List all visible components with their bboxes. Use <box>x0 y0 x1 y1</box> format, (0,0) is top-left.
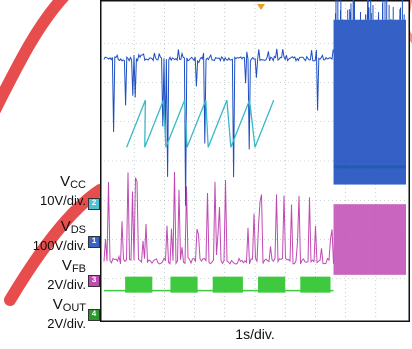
channel-scale: 100V/div. <box>32 238 86 253</box>
trigger-marker <box>257 4 266 10</box>
vds-burst <box>333 19 406 185</box>
channel-name: VCC <box>60 173 86 191</box>
channel-name: VOUT <box>52 296 86 314</box>
vfb-burst <box>333 204 406 275</box>
channel-name: VDS <box>60 218 86 236</box>
time-scale-label: 1s/div. <box>235 326 275 342</box>
channel-marker-2: 2 <box>88 198 100 210</box>
vout-burst <box>300 276 331 293</box>
vds-trace <box>103 48 334 206</box>
vout-burst <box>170 276 198 293</box>
channel-label-out: VOUT 2V/div. <box>47 297 86 331</box>
channel-scale: 2V/div. <box>47 316 86 331</box>
channel-label-ds: VDS 100V/div. <box>33 219 86 253</box>
channel-label-fb: VFB 2V/div. <box>47 258 86 292</box>
vfb-trace <box>103 171 334 266</box>
channel-scale: 2V/div. <box>47 277 86 292</box>
channel-labels: VCC 10V/div. 2 VDS 100V/div. 1 VFB 2V/div. 3 VOUT… <box>0 0 100 349</box>
channel-name: VFB <box>61 257 86 275</box>
channel-label-cc: VCC 10V/div. <box>40 174 86 208</box>
vout-burst <box>258 276 286 293</box>
channel-scale: 10V/div. <box>39 193 86 208</box>
vcc-trace <box>126 99 275 148</box>
channel-marker-3: 3 <box>88 275 100 287</box>
channel-marker-1: 1 <box>88 236 100 248</box>
oscilloscope-display <box>100 0 410 322</box>
vout-burst <box>212 276 243 293</box>
channel-marker-4: 4 <box>88 309 100 321</box>
vout-burst <box>125 276 153 293</box>
